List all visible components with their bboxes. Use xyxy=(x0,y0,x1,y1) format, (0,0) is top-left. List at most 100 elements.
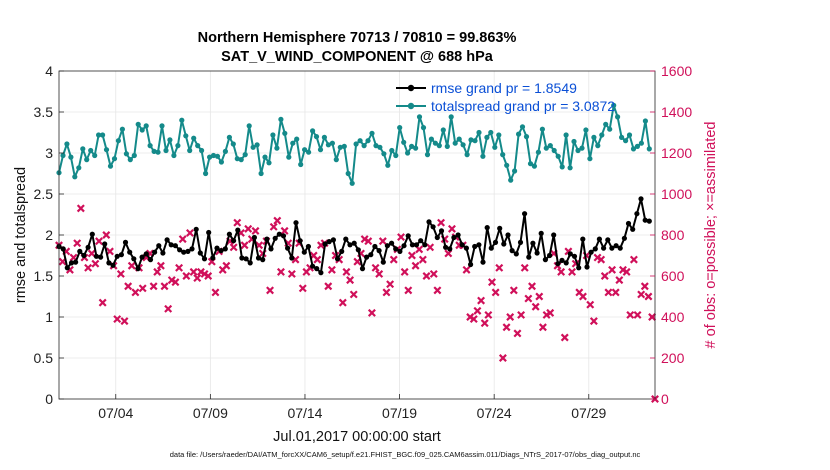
rmse-point xyxy=(251,234,257,241)
obs-x-marker xyxy=(615,276,624,285)
rmse-point xyxy=(364,254,370,260)
obs-x-marker xyxy=(233,218,242,227)
totalspread-point xyxy=(575,147,581,154)
rmse-point xyxy=(326,239,332,245)
obs-x-marker xyxy=(404,286,413,295)
rmse-point xyxy=(156,243,162,249)
obs-x-stroke xyxy=(367,308,376,317)
obs-x-stroke xyxy=(447,224,456,233)
obs-x-stroke xyxy=(418,255,427,264)
obs-x-stroke xyxy=(397,233,406,242)
totalspread-point xyxy=(167,137,173,143)
y-right-tick-label: 1000 xyxy=(661,186,692,202)
legend: rmse grand pr = 1.8549 totalspread grand… xyxy=(396,80,615,114)
rmse-point xyxy=(293,220,299,226)
obs-x-stroke xyxy=(73,239,82,248)
obs-x-stroke xyxy=(349,290,358,299)
totalspread-point xyxy=(60,152,66,159)
obs-x-stroke xyxy=(626,310,635,319)
rmse-point xyxy=(501,241,507,247)
obs-x-stroke xyxy=(524,294,533,303)
obs-x-stroke xyxy=(578,292,587,301)
totalspread-point xyxy=(361,143,367,149)
obs-x-stroke xyxy=(338,298,347,307)
obs-x-stroke xyxy=(422,272,431,280)
totalspread-point xyxy=(381,151,387,157)
rmse-point xyxy=(131,256,137,262)
rmse-point xyxy=(285,245,291,251)
obs-x-marker xyxy=(386,280,395,289)
totalspread-point xyxy=(567,165,573,171)
obs-x-stroke xyxy=(480,319,489,328)
rmse-point xyxy=(380,259,386,265)
totalspread-point xyxy=(123,151,129,157)
totalspread-point xyxy=(195,143,201,149)
obs-x-marker xyxy=(600,272,609,280)
totalspread-point xyxy=(64,141,70,147)
obs-x-stroke xyxy=(415,245,424,254)
totalspread-point xyxy=(337,144,343,150)
totalspread-point xyxy=(432,140,438,146)
rmse-point xyxy=(497,225,503,231)
totalspread-point xyxy=(460,142,466,148)
obs-x-marker xyxy=(382,288,391,297)
obs-x-stroke xyxy=(131,288,140,297)
obs-x-marker xyxy=(611,288,620,297)
rmse-point xyxy=(563,260,569,266)
rmse-point xyxy=(81,252,87,259)
rmse-point xyxy=(443,244,449,250)
rmse-point xyxy=(447,246,453,252)
rmse-point xyxy=(164,237,170,243)
totalspread-point xyxy=(214,153,221,159)
totalspread-point xyxy=(630,146,637,152)
obs-x-stroke xyxy=(95,237,104,246)
obs-x-marker xyxy=(367,308,376,317)
obs-x-stroke xyxy=(440,235,449,244)
x-tick-label: 07/04 xyxy=(98,405,133,421)
totalspread-point xyxy=(191,135,197,141)
rmse-point xyxy=(613,243,619,249)
y-right-tick-label: 400 xyxy=(661,309,685,325)
obs-x-marker xyxy=(124,282,133,291)
totalspread-point xyxy=(294,136,300,142)
data-file-footer: data file: /Users/raeder/DAI/ATM_forcXX/… xyxy=(170,450,641,459)
totalspread-point xyxy=(345,170,351,177)
obs-x-stroke xyxy=(138,284,147,293)
obs-x-marker xyxy=(171,278,180,287)
obs-x-stroke xyxy=(404,286,413,295)
totalspread-point xyxy=(448,114,454,120)
rmse-point xyxy=(401,243,407,249)
obs-x-stroke xyxy=(211,288,220,297)
totalspread-point xyxy=(476,129,482,136)
rmse-point xyxy=(355,247,361,253)
rmse-point xyxy=(152,249,158,255)
totalspread-point xyxy=(258,170,264,177)
totalspread-point xyxy=(313,134,320,140)
obs-x-stroke xyxy=(597,255,606,264)
totalspread-point xyxy=(179,117,185,123)
totalspread-point xyxy=(163,147,169,154)
totalspread-point xyxy=(218,159,224,165)
obs-x-stroke xyxy=(164,304,173,313)
obs-x-marker xyxy=(568,267,577,276)
obs-x-marker xyxy=(113,315,122,324)
y-left-tick-label: 2.5 xyxy=(34,186,54,202)
obs-x-marker xyxy=(84,263,93,272)
totalspread-point xyxy=(646,146,652,152)
totalspread-point xyxy=(496,132,502,138)
totalspread-point xyxy=(500,152,506,158)
totalspread-point xyxy=(531,163,538,169)
rmse-point xyxy=(85,244,91,250)
rmse-point xyxy=(247,260,253,266)
rmse-point xyxy=(605,237,611,243)
totalspread-point xyxy=(599,132,605,138)
obs-x-stroke xyxy=(611,288,620,297)
obs-x-marker xyxy=(418,255,427,264)
obs-x-stroke xyxy=(619,265,627,274)
x-tick-labels: 07/04 07/09 07/14 07/19 07/24 07/29 xyxy=(98,405,606,421)
rmse-point xyxy=(526,254,532,260)
rmse-point xyxy=(455,232,461,238)
legend-rmse-label: rmse grand pr = 1.8549 xyxy=(431,80,577,96)
obs-x-marker xyxy=(462,265,471,274)
obs-x-marker xyxy=(535,292,544,301)
